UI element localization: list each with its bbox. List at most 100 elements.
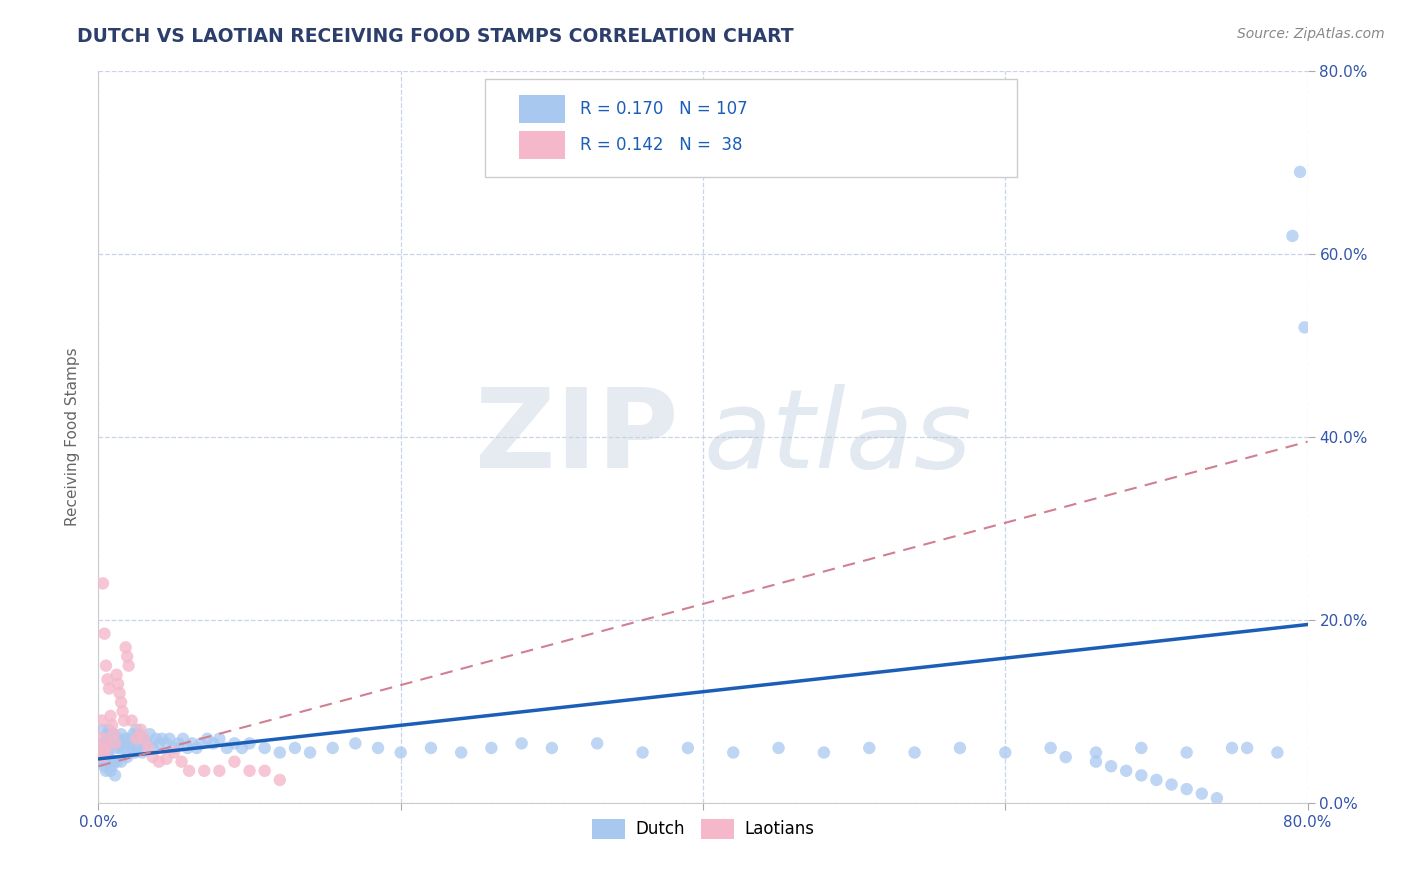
Point bbox=[132, 731, 155, 746]
Point bbox=[367, 740, 389, 755]
Point bbox=[420, 740, 443, 755]
Bar bbox=[519, 131, 565, 159]
Point bbox=[155, 736, 177, 750]
Point bbox=[90, 740, 112, 755]
Point bbox=[94, 731, 117, 746]
Point bbox=[176, 740, 198, 755]
Point bbox=[115, 750, 138, 764]
Point bbox=[299, 746, 322, 760]
Point bbox=[94, 764, 117, 778]
Text: Source: ZipAtlas.com: Source: ZipAtlas.com bbox=[1237, 27, 1385, 41]
Point bbox=[142, 750, 165, 764]
Point bbox=[253, 740, 276, 755]
FancyBboxPatch shape bbox=[485, 78, 1018, 178]
Point bbox=[101, 759, 124, 773]
Point bbox=[190, 736, 212, 750]
Point bbox=[122, 727, 145, 741]
Point bbox=[91, 723, 114, 737]
Point bbox=[101, 718, 124, 732]
Point bbox=[540, 740, 562, 755]
Point bbox=[111, 736, 134, 750]
Point bbox=[1085, 746, 1108, 760]
Point bbox=[115, 649, 138, 664]
Point bbox=[344, 736, 367, 750]
Point bbox=[1289, 165, 1312, 179]
Point bbox=[89, 736, 111, 750]
Point bbox=[586, 736, 609, 750]
Point bbox=[155, 752, 177, 766]
Point bbox=[111, 705, 134, 719]
Bar bbox=[519, 95, 565, 122]
Point bbox=[93, 759, 115, 773]
Point bbox=[239, 764, 262, 778]
Point bbox=[1099, 759, 1122, 773]
Y-axis label: Receiving Food Stamps: Receiving Food Stamps bbox=[65, 348, 80, 526]
Text: atlas: atlas bbox=[703, 384, 972, 491]
Point bbox=[150, 731, 173, 746]
Point bbox=[1115, 764, 1137, 778]
Point bbox=[1206, 791, 1229, 805]
Point bbox=[172, 731, 194, 746]
Point bbox=[631, 746, 654, 760]
Point bbox=[994, 746, 1017, 760]
Point bbox=[108, 740, 131, 755]
Point bbox=[1130, 768, 1153, 782]
Point bbox=[107, 731, 129, 746]
Point bbox=[110, 695, 132, 709]
Point bbox=[100, 736, 122, 750]
Point bbox=[98, 723, 121, 737]
Point bbox=[167, 736, 190, 750]
Text: ZIP: ZIP bbox=[475, 384, 679, 491]
Point bbox=[284, 740, 307, 755]
Point bbox=[125, 731, 148, 746]
Point bbox=[105, 740, 128, 755]
Point bbox=[1175, 782, 1198, 797]
Point bbox=[1160, 778, 1182, 792]
Point bbox=[112, 740, 135, 755]
Point bbox=[1039, 740, 1062, 755]
Point bbox=[202, 736, 225, 750]
Point bbox=[949, 740, 972, 755]
Point bbox=[1281, 229, 1303, 244]
Point bbox=[89, 746, 111, 760]
Point bbox=[103, 727, 125, 741]
Point bbox=[1054, 750, 1077, 764]
Point bbox=[110, 727, 132, 741]
Point bbox=[481, 740, 503, 755]
Point bbox=[181, 736, 204, 750]
Point bbox=[103, 755, 125, 769]
Point bbox=[112, 714, 135, 728]
Text: R = 0.142   N =  38: R = 0.142 N = 38 bbox=[579, 136, 742, 154]
Point bbox=[91, 750, 114, 764]
Point bbox=[139, 727, 162, 741]
Point bbox=[215, 740, 238, 755]
Text: R = 0.170   N = 107: R = 0.170 N = 107 bbox=[579, 100, 748, 118]
Point bbox=[120, 731, 142, 746]
Point bbox=[1267, 746, 1289, 760]
Point bbox=[1191, 787, 1213, 801]
Point bbox=[136, 740, 159, 755]
Point bbox=[125, 723, 148, 737]
Point bbox=[100, 709, 122, 723]
Point bbox=[813, 746, 835, 760]
Point bbox=[322, 740, 344, 755]
Point bbox=[104, 736, 127, 750]
Point bbox=[121, 714, 143, 728]
Point bbox=[124, 746, 146, 760]
Point bbox=[723, 746, 745, 760]
Point bbox=[163, 746, 186, 760]
Point bbox=[1294, 320, 1316, 334]
Point bbox=[231, 740, 253, 755]
Point bbox=[768, 740, 790, 755]
Point bbox=[224, 736, 246, 750]
Point bbox=[1130, 740, 1153, 755]
Point bbox=[90, 746, 112, 760]
Point bbox=[101, 731, 124, 746]
Point bbox=[93, 626, 115, 640]
Point bbox=[450, 746, 472, 760]
Point bbox=[98, 681, 121, 696]
Point bbox=[148, 736, 170, 750]
Point bbox=[128, 727, 150, 741]
Point bbox=[224, 755, 246, 769]
Point bbox=[858, 740, 880, 755]
